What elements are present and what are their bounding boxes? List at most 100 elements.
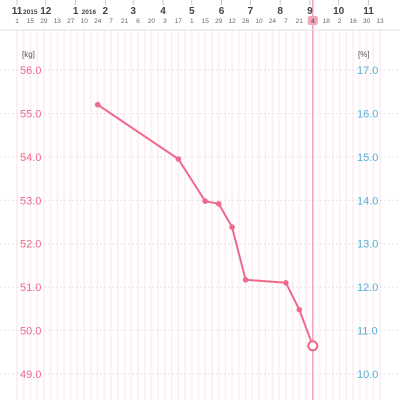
left-tick-label: 51.0 xyxy=(20,282,41,294)
left-axis: [kg] 56.0 55.0 54.0 53.0 52.0 51.0 50.0 49.0 xyxy=(20,50,41,381)
chart-grid xyxy=(0,69,400,375)
day-label[interactable]: 13 xyxy=(376,18,384,25)
month-label-5[interactable]: 5 xyxy=(189,6,195,17)
day-label[interactable]: 17 xyxy=(175,18,183,25)
weekend-band xyxy=(63,30,66,400)
day-label[interactable]: 10 xyxy=(81,18,89,25)
month-label-2[interactable]: 2 xyxy=(103,6,109,17)
weekend-band xyxy=(143,30,146,400)
data-point[interactable] xyxy=(229,224,235,230)
weight-data-points[interactable] xyxy=(94,101,319,352)
weekend-band xyxy=(291,30,294,400)
day-label[interactable]: 1 xyxy=(15,18,19,25)
month-label-1[interactable]: 1 xyxy=(73,6,79,17)
month-label-6[interactable]: 6 xyxy=(219,6,225,17)
left-tick-label: 54.0 xyxy=(20,152,41,164)
month-label-9[interactable]: 9 xyxy=(307,6,313,17)
data-point[interactable] xyxy=(175,156,182,162)
month-label-10[interactable]: 10 xyxy=(333,6,345,17)
day-label[interactable]: 13 xyxy=(54,18,62,25)
data-point[interactable] xyxy=(94,101,101,108)
weekend-band xyxy=(123,30,126,400)
weekend-band xyxy=(345,30,348,400)
day-label[interactable]: 3 xyxy=(163,18,167,25)
day-label[interactable]: 1 xyxy=(190,18,194,25)
month-label-7[interactable]: 7 xyxy=(248,6,254,17)
left-tick-label: 55.0 xyxy=(20,108,41,120)
weekend-band xyxy=(130,30,133,400)
day-label[interactable]: 6 xyxy=(136,18,140,25)
day-label[interactable]: 18 xyxy=(323,18,331,25)
year-label: 2015 xyxy=(23,9,38,16)
weekend-bands xyxy=(16,30,381,400)
weekend-band xyxy=(358,30,361,400)
left-tick-label: 56.0 xyxy=(20,65,41,77)
data-point[interactable] xyxy=(296,306,303,313)
day-label[interactable]: 21 xyxy=(121,18,129,25)
month-label-11[interactable]: 11 xyxy=(12,6,23,17)
right-tick-label: 13.0 xyxy=(357,239,378,251)
latest-data-point[interactable] xyxy=(307,340,319,352)
weekend-band xyxy=(352,30,355,400)
day-label[interactable]: 27 xyxy=(67,18,75,25)
weekend-band xyxy=(372,30,375,400)
weekend-band xyxy=(305,30,308,400)
month-label-12[interactable]: 12 xyxy=(40,6,52,17)
year-label: 2016 xyxy=(82,9,97,16)
day-label[interactable]: 24 xyxy=(269,18,277,25)
weekend-band xyxy=(204,30,207,400)
data-point[interactable] xyxy=(215,201,222,207)
right-tick-label: 17.0 xyxy=(357,65,378,77)
weekend-band xyxy=(338,30,341,400)
weekend-band xyxy=(83,30,86,400)
weekend-band xyxy=(42,30,45,400)
day-label[interactable]: 30 xyxy=(363,18,371,25)
right-tick-label: 14.0 xyxy=(357,195,378,207)
data-point[interactable] xyxy=(202,198,208,204)
data-point[interactable] xyxy=(242,277,249,283)
day-label[interactable]: 7 xyxy=(109,18,113,25)
month-label-4[interactable]: 4 xyxy=(160,6,166,17)
day-label[interactable]: 29 xyxy=(40,18,48,25)
right-tick-label: 15.0 xyxy=(357,152,378,164)
weekend-band xyxy=(170,30,173,400)
day-label[interactable]: 16 xyxy=(349,18,357,25)
weekend-band xyxy=(29,30,32,400)
weekend-band xyxy=(103,30,106,400)
weekend-band xyxy=(244,30,247,400)
weekend-band xyxy=(284,30,287,400)
data-point[interactable] xyxy=(283,280,289,286)
day-label[interactable]: 20 xyxy=(148,18,156,25)
day-label[interactable]: 4 xyxy=(311,18,315,25)
day-label[interactable]: 7 xyxy=(284,18,288,25)
day-label[interactable]: 10 xyxy=(255,18,263,25)
right-tick-label: 16.0 xyxy=(357,108,378,120)
right-axis-unit: [%] xyxy=(358,50,370,59)
right-axis: [%] 17.0 16.0 15.0 14.0 13.0 12.0 11.0 10.0 xyxy=(357,50,378,381)
weekend-band xyxy=(217,30,220,400)
weekend-band xyxy=(36,30,39,400)
day-label[interactable]: 29 xyxy=(215,18,223,25)
left-tick-label: 53.0 xyxy=(20,195,41,207)
day-label[interactable]: 2 xyxy=(338,18,342,25)
weekend-band xyxy=(264,30,267,400)
weekend-band xyxy=(231,30,234,400)
weekend-band xyxy=(210,30,213,400)
day-label[interactable]: 15 xyxy=(27,18,35,25)
weekend-band xyxy=(157,30,160,400)
day-label[interactable]: 21 xyxy=(296,18,304,25)
left-axis-unit: [kg] xyxy=(22,50,35,59)
day-label[interactable]: 26 xyxy=(242,18,250,25)
day-label[interactable]: 15 xyxy=(202,18,210,25)
month-label-8[interactable]: 8 xyxy=(277,6,283,17)
month-label-11[interactable]: 11 xyxy=(363,6,374,17)
day-label[interactable]: 12 xyxy=(228,18,236,25)
weekend-band xyxy=(89,30,92,400)
weekend-band xyxy=(271,30,274,400)
day-label[interactable]: 24 xyxy=(94,18,102,25)
month-label-3[interactable]: 3 xyxy=(130,6,136,17)
weekend-band xyxy=(278,30,281,400)
weekend-band xyxy=(184,30,187,400)
